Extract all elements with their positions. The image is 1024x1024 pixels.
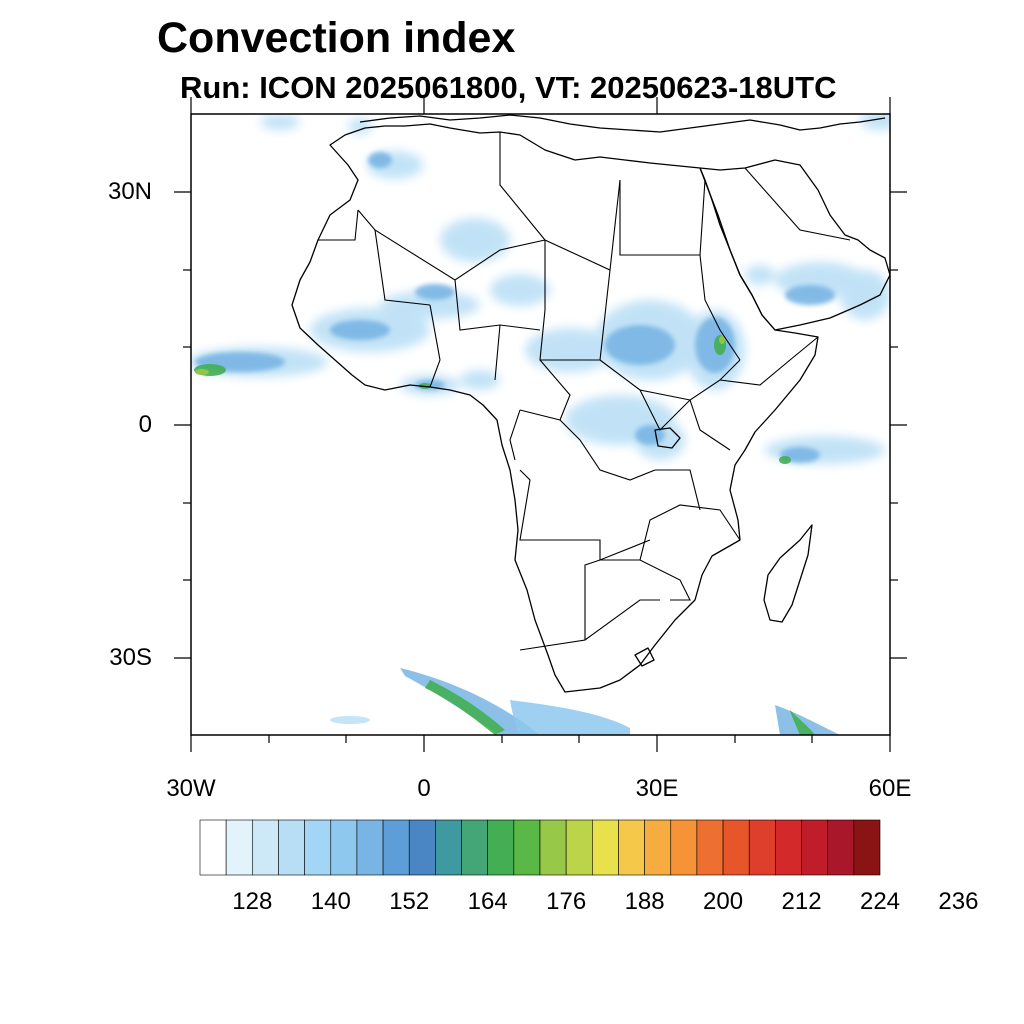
country-borders	[318, 132, 851, 651]
colorbar-tick-label: 128	[232, 888, 273, 915]
colorbar-box-19	[696, 819, 724, 876]
colorbar-box-17	[644, 819, 672, 876]
colorbar-box-10	[461, 819, 488, 876]
colorbar-box-18	[670, 819, 698, 876]
colorbar-tick-label: 224	[859, 888, 901, 915]
colorbar-box-11	[487, 819, 515, 876]
colorbar-tick-label: 200	[703, 888, 744, 915]
colorbar-tick-label: 212	[781, 888, 822, 915]
colorbar-box-14	[565, 819, 593, 876]
coastlines	[291, 114, 890, 693]
lake-victoria	[654, 427, 681, 449]
colorbar-box-1	[225, 819, 253, 876]
lon-label-30w: 30W	[166, 775, 216, 802]
chart-subtitle: Run: ICON 2025061800, VT: 20250623-18UTC	[180, 70, 837, 105]
lesotho-border	[634, 647, 655, 667]
colorbar-box-9	[435, 819, 462, 876]
colorbar	[199, 819, 881, 876]
colorbar-tick-label: 152	[389, 888, 430, 915]
colorbar-box-15	[592, 819, 619, 876]
colorbar-tick-label: 176	[546, 888, 587, 915]
colorbar-tick-label: 188	[624, 888, 665, 915]
colorbar-box-2	[252, 819, 279, 876]
field-south-band-2	[510, 700, 630, 735]
colorbar-box-25	[853, 819, 881, 876]
colorbar-tick-label: 236	[938, 888, 979, 915]
lat-label-0: 0	[138, 411, 152, 438]
colorbar-box-4	[304, 819, 332, 876]
africa-coastline	[291, 123, 819, 693]
field-layer	[191, 114, 890, 735]
colorbar-box-8	[408, 819, 436, 876]
colorbar-box-5	[330, 819, 358, 876]
colorbar-tick-label: 164	[467, 888, 508, 915]
colorbar-box-13	[539, 819, 567, 876]
axis-ticks	[174, 97, 907, 752]
colorbar-box-12	[513, 819, 541, 876]
lon-label-30e: 30E	[635, 775, 679, 802]
europe-coastline	[359, 114, 886, 133]
colorbar-box-23	[801, 819, 828, 876]
colorbar-box-0	[199, 819, 227, 876]
chart-title: Convection index	[157, 14, 516, 62]
field-yellow-green	[195, 336, 725, 375]
colorbar-box-3	[278, 819, 305, 876]
field-medium-blue	[195, 152, 835, 463]
lat-label-30s: 30S	[109, 644, 152, 671]
colorbar-box-6	[356, 819, 384, 876]
lon-label-0: 0	[417, 775, 431, 802]
field-south-band-1-core	[425, 680, 505, 735]
colorbar-box-22	[775, 819, 802, 876]
madagascar-coastline	[763, 524, 813, 623]
colorbar-box-21	[748, 819, 776, 876]
field-south-band-3-core	[790, 710, 815, 735]
colorbar-box-16	[618, 819, 645, 876]
lat-label-30n: 30N	[107, 178, 152, 205]
arabia-coastline	[699, 159, 890, 331]
field-south-small	[330, 716, 370, 724]
colorbar-tick-label: 140	[310, 888, 351, 915]
plot-frame	[190, 113, 891, 736]
colorbar-box-24	[827, 819, 855, 876]
lon-label-60e: 60E	[868, 775, 912, 802]
colorbar-box-20	[722, 819, 750, 876]
colorbar-box-7	[382, 819, 410, 876]
